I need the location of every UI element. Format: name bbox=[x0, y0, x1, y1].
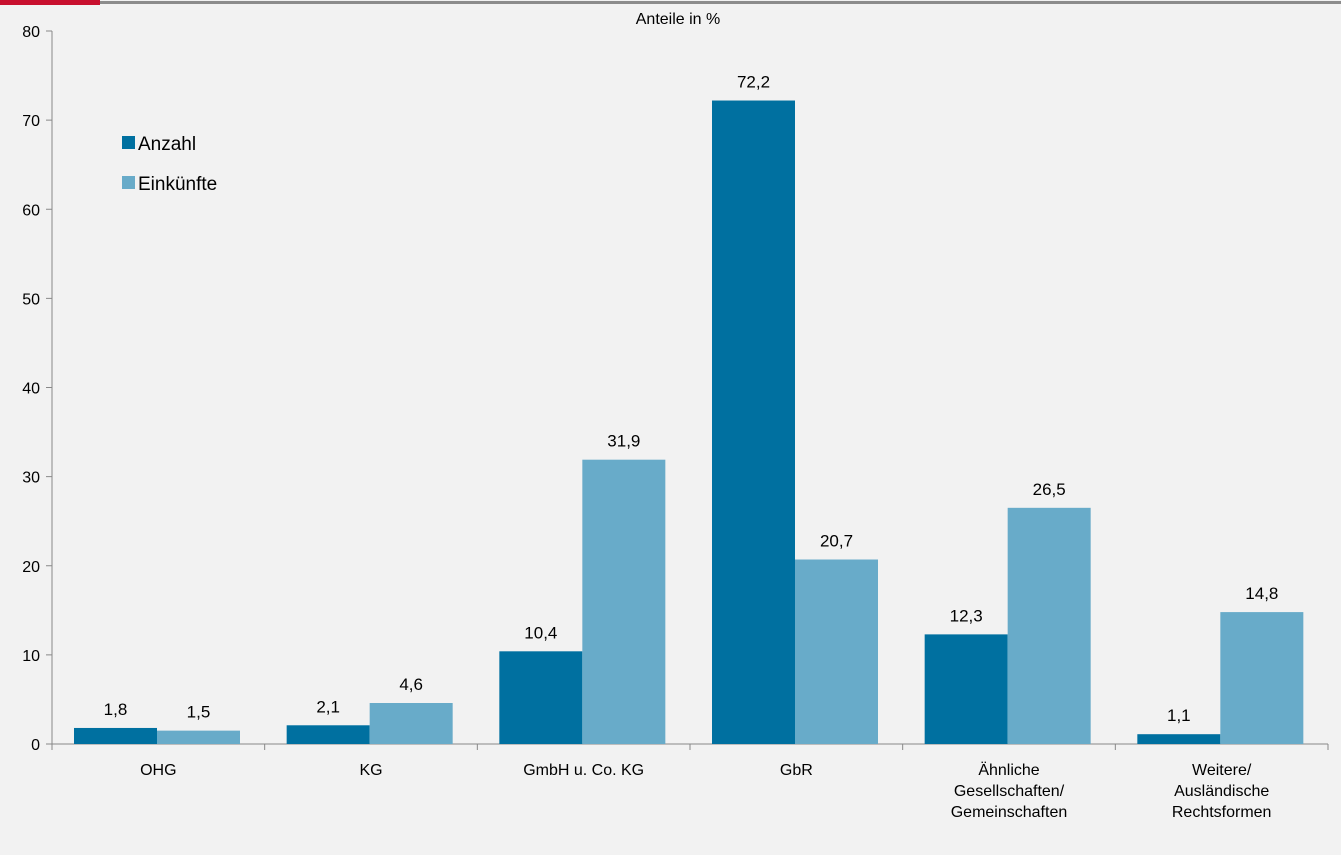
bars bbox=[74, 100, 1304, 744]
category-labels: OHG KG GmbH u. Co. KG GbR Ähnliche Gesellscha… bbox=[140, 761, 1271, 821]
category-label: Weitere/Ausländische Rechtsformen bbox=[1172, 762, 1272, 821]
bar-einkuenfte bbox=[582, 459, 666, 744]
chart-title: Anteile in % bbox=[636, 11, 721, 28]
data-label: 1,1 bbox=[1167, 706, 1191, 725]
data-label: 20,7 bbox=[820, 532, 853, 551]
category-label: GmbH u. Co. KG bbox=[523, 762, 644, 779]
data-label: 1,5 bbox=[187, 703, 211, 722]
data-label: 26,5 bbox=[1033, 480, 1066, 499]
y-tick-label: 60 bbox=[22, 202, 40, 219]
legend-swatch bbox=[122, 136, 135, 149]
y-axis: 0 10 20 30 40 50 60 70 80 bbox=[22, 24, 53, 754]
data-label: 2,1 bbox=[316, 697, 340, 716]
bar-anzahl bbox=[924, 634, 1008, 744]
data-label: 14,8 bbox=[1245, 584, 1278, 603]
y-tick-label: 70 bbox=[22, 113, 40, 130]
data-label: 1,8 bbox=[104, 700, 128, 719]
data-label: 10,4 bbox=[524, 623, 557, 642]
bar-anzahl bbox=[499, 651, 583, 744]
bar-anzahl bbox=[286, 725, 370, 744]
category-label: KG bbox=[359, 762, 382, 779]
top-accent-bar bbox=[0, 0, 100, 5]
bar-anzahl bbox=[1137, 734, 1221, 744]
category-label: Ähnliche Gesellschaften/Gemeinschaften bbox=[951, 761, 1068, 821]
y-tick-label: 40 bbox=[22, 381, 40, 398]
data-labels: 1,8 2,1 10,4 72,2 12,3 1,1 1,5 4,6 31,9 20,7 26,5 1… bbox=[104, 73, 1279, 726]
y-tick-label: 10 bbox=[22, 648, 40, 665]
data-label: 4,6 bbox=[399, 675, 423, 694]
y-tick-label: 50 bbox=[22, 291, 40, 308]
legend-label: Anzahl bbox=[138, 134, 196, 155]
bar-einkuenfte bbox=[369, 703, 453, 744]
top-rule bbox=[100, 1, 1341, 4]
category-label: OHG bbox=[140, 762, 176, 779]
legend-label: Einkünfte bbox=[138, 174, 217, 195]
x-axis bbox=[51, 743, 1329, 750]
bar-anzahl bbox=[74, 727, 157, 744]
legend-swatch bbox=[122, 176, 135, 189]
data-label: 12,3 bbox=[950, 606, 983, 625]
category-label: GbR bbox=[780, 762, 813, 779]
data-label: 72,2 bbox=[737, 73, 770, 92]
legend: Anzahl Einkünfte bbox=[122, 134, 217, 195]
bar-einkuenfte bbox=[795, 559, 878, 744]
data-label: 31,9 bbox=[607, 432, 640, 451]
bar-anzahl bbox=[712, 100, 795, 744]
bar-einkuenfte bbox=[1220, 612, 1304, 744]
bar-einkuenfte bbox=[157, 730, 240, 744]
y-tick-label: 80 bbox=[22, 24, 40, 41]
y-tick-label: 0 bbox=[31, 737, 40, 754]
y-tick-label: 20 bbox=[22, 559, 40, 576]
bar-einkuenfte bbox=[1007, 507, 1091, 744]
y-tick-label: 30 bbox=[22, 470, 40, 487]
